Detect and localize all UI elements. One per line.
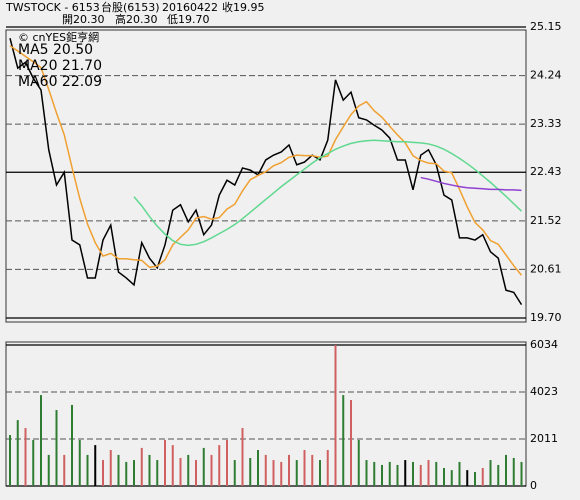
volume-bar — [311, 454, 314, 486]
volume-bar — [179, 457, 182, 486]
volume-bar — [419, 464, 422, 486]
volume-bar — [288, 454, 290, 486]
volume-bar — [55, 410, 58, 486]
volume-bar — [241, 428, 244, 486]
y-tick-label: 2011 — [530, 432, 558, 445]
volume-bar — [481, 468, 484, 486]
volume-bar — [63, 454, 66, 486]
volume-bar — [466, 470, 469, 486]
price-line — [9, 45, 523, 276]
volume-bar — [512, 457, 515, 486]
volume-bar — [86, 454, 89, 486]
legend-entry: MA20 21.70 — [18, 58, 102, 74]
volume-bar — [450, 470, 453, 486]
y-tick-label: 24.24 — [530, 69, 562, 82]
volume-bar — [117, 454, 120, 486]
y-tick-label: 19.70 — [530, 311, 562, 324]
volume-bar — [319, 460, 321, 486]
volume-bar — [102, 460, 104, 486]
volume-bar — [47, 454, 50, 486]
header-name: 台股(6153) — [101, 0, 160, 14]
price-frame — [5, 29, 527, 323]
volume-bar — [443, 468, 445, 486]
volume-bar — [187, 454, 190, 486]
legend-entry: MA60 22.09 — [18, 74, 102, 90]
volume-bar — [195, 460, 197, 486]
legend-entry: MA5 20.50 — [18, 42, 93, 58]
volume-bar — [16, 420, 19, 486]
source: © cnYES鉅亨網 — [18, 30, 99, 44]
price-line — [9, 38, 523, 306]
volume-bar — [272, 460, 275, 486]
y-tick-label: 22.43 — [530, 165, 562, 178]
volume-bar — [24, 428, 27, 486]
volume-bar — [71, 404, 73, 486]
volume-bar — [505, 454, 507, 486]
y-tick-label: 23.33 — [530, 117, 562, 130]
volume-bar — [78, 439, 81, 486]
volume-bar — [9, 435, 11, 486]
volume-bar — [357, 439, 360, 486]
volume-bar — [210, 454, 213, 486]
y-tick-label: 20.61 — [530, 262, 562, 275]
header-high: 高20.30 — [115, 12, 158, 26]
header-date: 20160422 — [162, 1, 218, 14]
volume-bar — [342, 395, 345, 486]
volume-bar — [156, 460, 159, 486]
volume-bar — [520, 461, 523, 486]
volume-bar — [109, 450, 112, 486]
header-open: 開20.30 — [62, 13, 105, 26]
volume-bar — [264, 454, 267, 486]
y-tick-label: 6034 — [530, 338, 558, 351]
volume-bar — [257, 450, 259, 486]
volume-bar — [489, 460, 492, 486]
volume-bar — [412, 461, 414, 486]
y-tick-label: 25.15 — [530, 20, 562, 33]
price-line — [420, 176, 522, 192]
volume-bar — [295, 460, 298, 486]
volume-bar — [94, 445, 97, 486]
volume-bar — [125, 461, 128, 486]
volume-bar — [396, 464, 399, 486]
volume-bar — [32, 439, 35, 486]
volume-bar — [148, 454, 151, 486]
header-symbol: TWSTOCK - 6153 — [5, 1, 100, 14]
volume-bar — [140, 447, 143, 486]
volume-bar — [164, 439, 166, 486]
volume-bar — [365, 460, 368, 486]
volume-bar — [458, 461, 461, 486]
volume-bar — [171, 445, 174, 486]
volume-bar — [497, 464, 500, 486]
volume-bar — [226, 439, 228, 486]
volume-bar — [40, 395, 42, 486]
volume-bar — [427, 460, 430, 486]
price-line — [133, 139, 523, 247]
volume-bar — [334, 345, 337, 486]
volume-bar — [474, 471, 476, 486]
y-tick-label: 4023 — [530, 385, 558, 398]
volume-bar — [381, 464, 383, 486]
volume-bar — [373, 461, 376, 486]
volume-bar — [435, 461, 438, 486]
volume-bar — [249, 457, 252, 486]
y-tick-label: 21.52 — [530, 214, 562, 227]
header-low: 低19.70 — [167, 13, 210, 26]
header-close: 收19.95 — [222, 0, 265, 14]
y-tick-label: 0 — [530, 479, 537, 492]
volume-bar — [280, 461, 283, 486]
volume-bar — [388, 461, 391, 486]
volume-bar — [233, 460, 236, 486]
volume-bar — [404, 460, 407, 486]
volume-bar — [218, 445, 221, 486]
volume-bar — [326, 450, 329, 486]
volume-bar — [303, 450, 306, 486]
volume-bar — [133, 460, 135, 486]
volume-bar — [350, 400, 352, 486]
volume-bar — [202, 447, 205, 486]
